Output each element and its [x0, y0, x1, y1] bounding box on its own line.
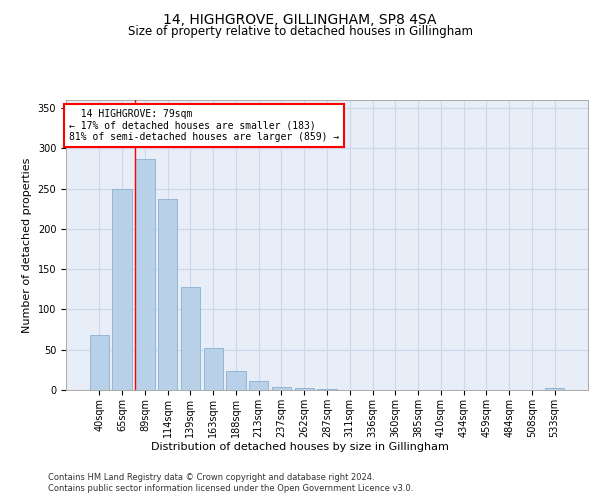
Bar	[249, 381, 268, 390]
Bar	[295, 388, 314, 390]
Bar	[545, 388, 564, 390]
Text: 14, HIGHGROVE, GILLINGHAM, SP8 4SA: 14, HIGHGROVE, GILLINGHAM, SP8 4SA	[163, 12, 437, 26]
Bar	[135, 159, 155, 390]
Text: Size of property relative to detached houses in Gillingham: Size of property relative to detached ho…	[128, 25, 473, 38]
Bar	[203, 348, 223, 390]
Text: Contains HM Land Registry data © Crown copyright and database right 2024.: Contains HM Land Registry data © Crown c…	[48, 472, 374, 482]
Text: Contains public sector information licensed under the Open Government Licence v3: Contains public sector information licen…	[48, 484, 413, 493]
Text: Distribution of detached houses by size in Gillingham: Distribution of detached houses by size …	[151, 442, 449, 452]
Bar	[181, 287, 200, 390]
Bar	[317, 389, 337, 390]
Bar	[112, 188, 132, 390]
Bar	[90, 335, 109, 390]
Bar	[272, 387, 291, 390]
Bar	[158, 199, 178, 390]
Bar	[226, 372, 245, 390]
Y-axis label: Number of detached properties: Number of detached properties	[22, 158, 32, 332]
Text: 14 HIGHGROVE: 79sqm
← 17% of detached houses are smaller (183)
81% of semi-detac: 14 HIGHGROVE: 79sqm ← 17% of detached ho…	[68, 108, 339, 142]
